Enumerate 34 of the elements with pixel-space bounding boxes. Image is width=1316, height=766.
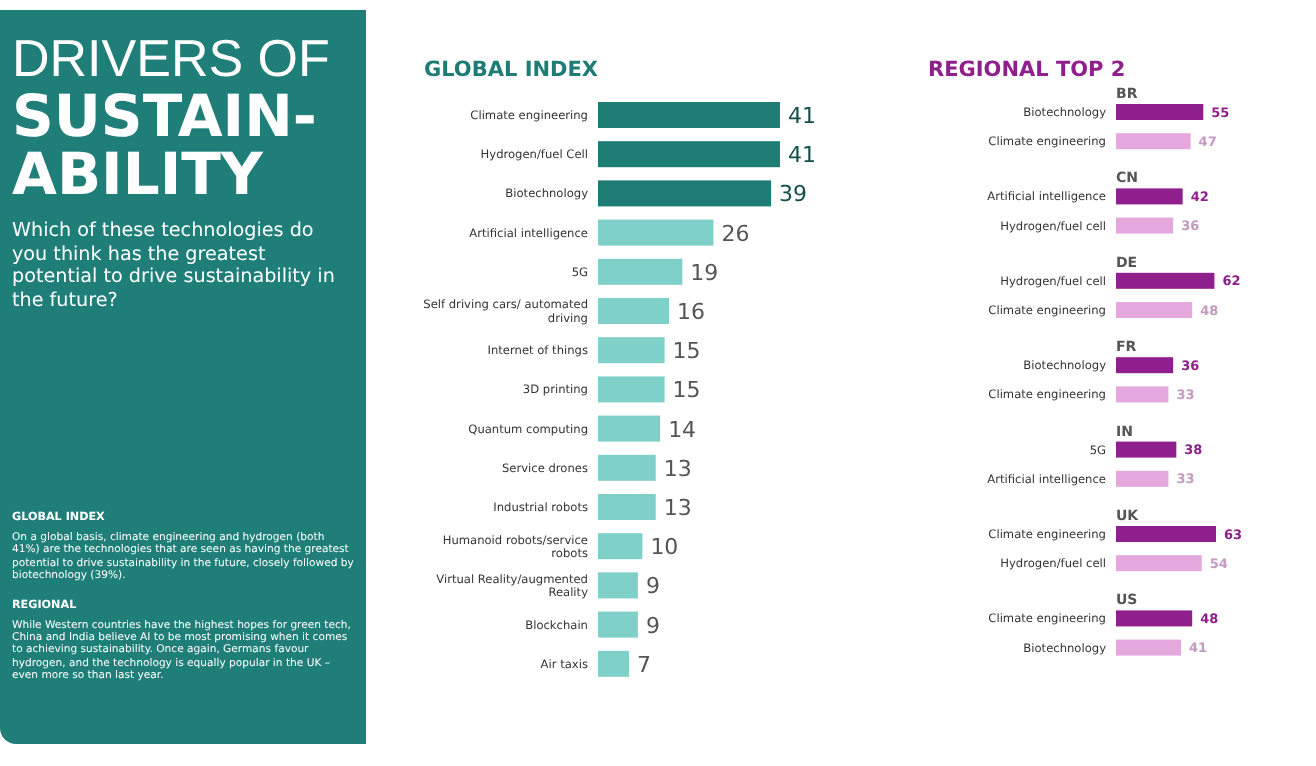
bar	[598, 298, 670, 324]
bar	[598, 219, 714, 246]
bar	[598, 494, 656, 520]
data-label: 19	[690, 259, 719, 286]
bar	[598, 376, 665, 403]
bar	[598, 572, 638, 599]
bar	[598, 337, 665, 364]
bar	[598, 258, 683, 285]
data-label: 41	[788, 142, 816, 169]
bar	[598, 454, 656, 481]
text: DRIVERS OF SUSTAIN- ABILITY	[12, 28, 332, 208]
bar	[598, 102, 780, 128]
data-label: 13	[663, 494, 692, 521]
data-label: 13	[663, 455, 692, 482]
bar	[598, 180, 772, 207]
bar	[598, 141, 780, 168]
bar	[598, 650, 630, 677]
data-label: 10	[650, 534, 679, 561]
data-label: 16	[677, 298, 706, 325]
bar	[598, 415, 661, 442]
bar	[598, 533, 643, 560]
data-label: 15	[672, 338, 701, 365]
bar	[598, 611, 638, 638]
data-label: 41	[788, 102, 816, 129]
data-label: 15	[672, 377, 701, 404]
chart-title: GLOBAL INDEX	[424, 58, 599, 82]
text: Which of these technologies do you think has the greatest potential to drive sustainability in the future?	[12, 220, 337, 312]
chart-title: REGIONAL TOP 2	[928, 58, 1126, 82]
data-label: 9	[645, 573, 660, 600]
data-label: 39	[779, 181, 808, 208]
data-label: 26	[721, 220, 750, 247]
data-label: 9	[645, 612, 660, 639]
data-label: 14	[668, 416, 697, 443]
data-label: 7	[637, 651, 652, 678]
